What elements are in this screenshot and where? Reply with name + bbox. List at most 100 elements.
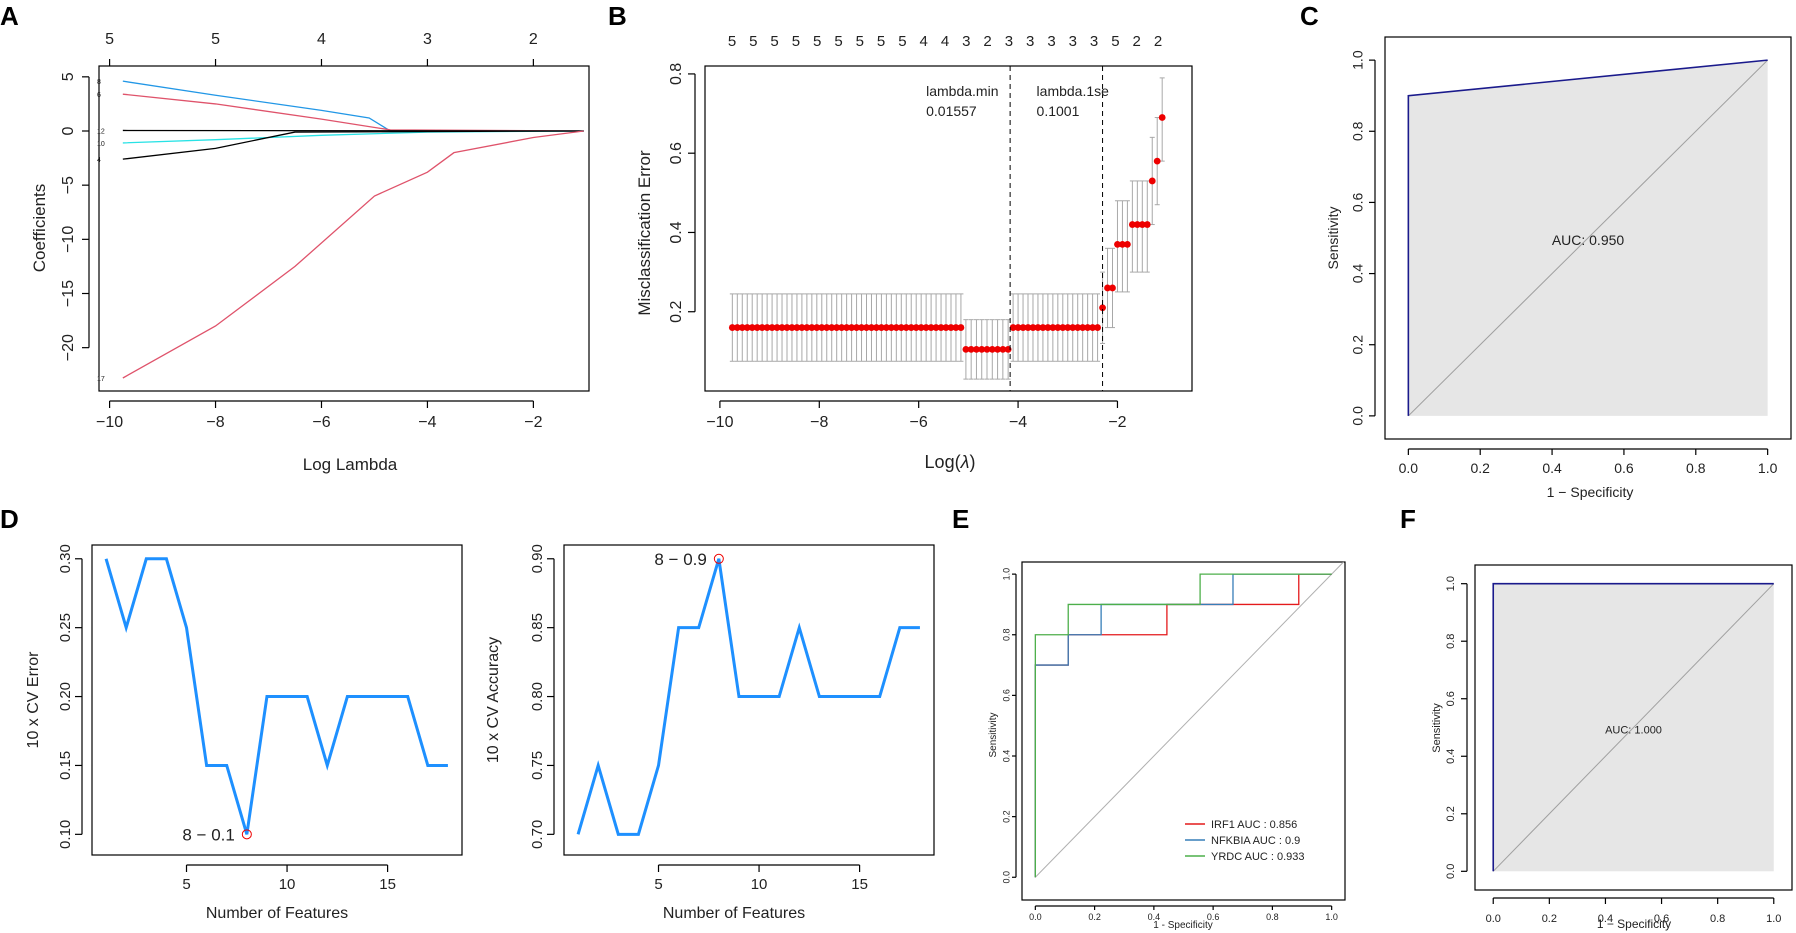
b-top-label: 3 xyxy=(1026,33,1034,50)
d1-xlabel: Number of Features xyxy=(206,905,348,922)
best-point-annotation: 8 − 0.1 xyxy=(182,825,234,844)
b-top-label: 5 xyxy=(749,33,757,50)
error-point xyxy=(738,324,746,331)
xtick-label: 15 xyxy=(379,876,396,893)
plot-box-b xyxy=(704,65,1193,392)
b-xtick-label: −2 xyxy=(1108,414,1126,431)
xtick-label: 0.0 xyxy=(1029,912,1042,922)
e-ylabel: Sensitivity xyxy=(988,712,999,757)
a-top-label: 3 xyxy=(423,31,432,48)
xtick-label: 10 xyxy=(751,876,768,893)
panel-letter-e: E xyxy=(952,504,969,534)
legend-label: IRF1 AUC : 0.856 xyxy=(1211,819,1297,831)
ytick-label: 0.70 xyxy=(529,820,546,849)
error-point xyxy=(763,324,771,331)
ytick-label: 0.4 xyxy=(1350,264,1366,284)
a-top-label: 5 xyxy=(211,31,220,48)
error-point xyxy=(1064,324,1072,331)
b-top-label: 5 xyxy=(792,33,800,50)
ytick-label: 0.6 xyxy=(1001,689,1011,702)
error-point xyxy=(1084,324,1092,331)
xtick-label: 1.0 xyxy=(1766,913,1781,925)
diagonal-line xyxy=(1408,59,1768,417)
error-point xyxy=(967,345,975,353)
error-point xyxy=(733,324,741,331)
error-point xyxy=(907,324,915,331)
error-point xyxy=(1034,324,1042,331)
a-ytick-label: 0 xyxy=(60,126,77,135)
ytick-label: 0.10 xyxy=(57,820,74,849)
diagonal-line xyxy=(1034,561,1344,878)
coef-line-4 xyxy=(122,130,584,160)
panel-letter-b: B xyxy=(608,1,627,31)
a-ytick-label: −10 xyxy=(60,226,77,253)
d2-xlabel: Number of Features xyxy=(663,905,805,922)
error-point xyxy=(892,324,900,331)
xtick-label: 0.6 xyxy=(1614,460,1634,476)
error-point xyxy=(1148,177,1156,185)
error-point xyxy=(758,324,766,331)
ytick-label: 0.25 xyxy=(57,613,74,642)
ytick-label: 0.85 xyxy=(529,613,546,642)
error-point xyxy=(833,324,841,331)
error-point xyxy=(813,324,821,331)
lambda-label: lambda.1se xyxy=(1037,83,1110,99)
auc-label: AUC: 0.950 xyxy=(1552,232,1625,248)
a-top-label: 4 xyxy=(317,31,326,48)
b-top-label: 2 xyxy=(1154,33,1162,50)
ytick-label: 0.8 xyxy=(1350,121,1366,141)
error-point xyxy=(983,345,991,353)
plot-box-d2 xyxy=(563,544,935,856)
error-point xyxy=(1153,157,1161,165)
xtick-label: 0.8 xyxy=(1686,460,1706,476)
error-point xyxy=(818,324,826,331)
rfe-error-plot: 8 − 0.1 5 10 15 0.10 0.15 0.20 0.25 0.30 Number … xyxy=(25,544,463,922)
error-point xyxy=(937,324,945,331)
cv-line xyxy=(576,558,920,836)
ytick-label: 0.0 xyxy=(1350,406,1366,426)
error-point xyxy=(994,345,1001,353)
error-point xyxy=(858,324,865,331)
b-ylabel: Misclassification Error xyxy=(635,150,654,316)
b-top-label: 5 xyxy=(856,33,864,50)
error-point xyxy=(1059,324,1067,331)
xtick-label: 10 xyxy=(279,876,296,893)
error-point xyxy=(1079,324,1087,331)
a-ytick-label: −20 xyxy=(60,334,77,361)
c-ylabel: Sensitivity xyxy=(1325,206,1341,269)
rfe-accuracy-plot: 8 − 0.9 5 10 15 0.70 0.75 0.80 0.85 0.90 Number … xyxy=(485,544,935,922)
lambda-value: 0.1001 xyxy=(1037,103,1080,119)
error-point xyxy=(1039,324,1047,331)
error-point xyxy=(1109,284,1116,292)
error-point xyxy=(1104,284,1111,292)
coef-label-6: 6 xyxy=(97,92,101,99)
roc-plot-f: AUC: 1.000 0.0 0.0 0.2 0.2 0.4 0.4 0.6 0.6 0.8 0.8… xyxy=(1431,564,1793,931)
roc-curve-2 xyxy=(1034,573,1332,878)
b-top-label: 3 xyxy=(1090,33,1098,50)
error-point xyxy=(778,324,786,331)
xtick-label: 5 xyxy=(182,876,190,893)
error-point xyxy=(1123,240,1131,248)
panel-letter-a: A xyxy=(0,1,19,31)
error-point xyxy=(753,324,761,331)
b-top-label: 2 xyxy=(983,33,991,50)
b-xlabel: Log(λ) xyxy=(925,452,976,472)
xtick-label: 0.0 xyxy=(1486,913,1501,925)
error-point xyxy=(922,324,930,331)
roc-curve xyxy=(1407,59,1768,416)
auc-label: AUC: 1.000 xyxy=(1605,724,1662,736)
d2-ylabel: 10 x CV Accuracy xyxy=(485,637,502,763)
ytick-label: 0.75 xyxy=(529,751,546,780)
error-point xyxy=(1089,324,1097,331)
roc-plot-c: AUC: 0.950 0.0 0.0 0.2 0.2 0.4 0.4 0.6 0.6 0.8 0.8… xyxy=(1325,36,1792,500)
b-top-label: 3 xyxy=(962,33,970,50)
xtick-label: 0.2 xyxy=(1542,913,1557,925)
coef-label-10: 10 xyxy=(97,141,105,148)
error-point xyxy=(978,345,986,353)
a-top-label: 5 xyxy=(105,31,114,48)
b-top-label: 5 xyxy=(813,33,821,50)
error-point xyxy=(728,324,736,331)
error-point xyxy=(1158,114,1166,121)
error-point xyxy=(1094,324,1101,331)
